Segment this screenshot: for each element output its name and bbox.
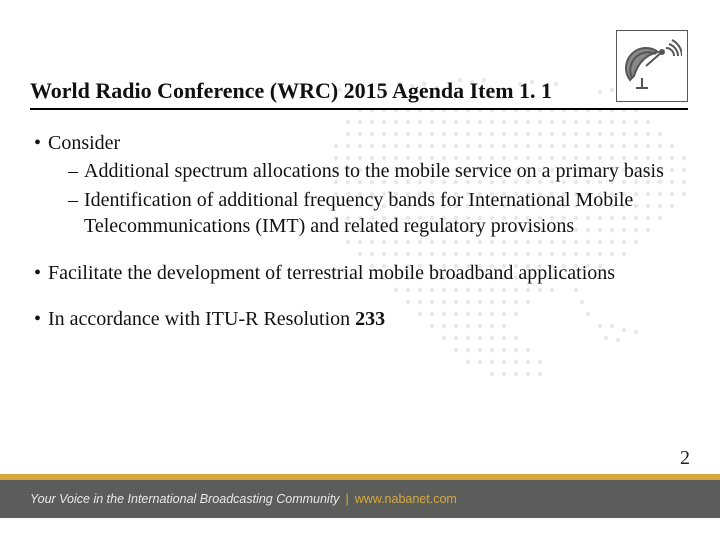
footer-url: www.nabanet.com — [355, 492, 457, 506]
bullet-3-text: In accordance with ITU-R Resolution 233 — [48, 306, 672, 332]
footer-separator: | — [345, 492, 348, 506]
slide-title: World Radio Conference (WRC) 2015 Agenda… — [30, 78, 620, 108]
bullet-1-text: Consider — [48, 130, 672, 156]
bullet-1: • Consider — [34, 130, 672, 156]
bullet-3-prefix: In accordance with ITU-R Resolution — [48, 308, 355, 330]
slide-title-text: World Radio Conference (WRC) 2015 Agenda… — [30, 78, 620, 108]
bullet-marker: • — [34, 306, 48, 332]
bullet-3: • In accordance with ITU-R Resolution 23… — [34, 306, 672, 332]
satellite-icon — [622, 36, 682, 96]
satellite-icon-box — [616, 30, 688, 102]
page-number: 2 — [680, 447, 690, 470]
bullet-2: • Facilitate the development of terrestr… — [34, 260, 672, 286]
bullet-1-sub-1-text: Additional spectrum allocations to the m… — [84, 158, 672, 184]
slide: World Radio Conference (WRC) 2015 Agenda… — [0, 0, 720, 540]
bullet-1-sub-1: – Additional spectrum allocations to the… — [68, 158, 672, 184]
bullet-3-bold: 233 — [355, 308, 385, 330]
bullet-marker: • — [34, 130, 48, 156]
bullet-2-text: Facilitate the development of terrestria… — [48, 260, 672, 286]
bullet-marker: • — [34, 260, 48, 286]
title-underline — [30, 108, 688, 110]
slide-body: • Consider – Additional spectrum allocat… — [34, 130, 672, 332]
sub-marker: – — [68, 187, 84, 240]
footer-main: Your Voice in the International Broadcas… — [0, 480, 720, 518]
sub-marker: – — [68, 158, 84, 184]
bullet-1-sub-2-text: Identification of additional frequency b… — [84, 187, 672, 240]
footer-tagline: Your Voice in the International Broadcas… — [30, 492, 339, 506]
bullet-1-sub-2: – Identification of additional frequency… — [68, 187, 672, 240]
footer: Your Voice in the International Broadcas… — [0, 474, 720, 518]
